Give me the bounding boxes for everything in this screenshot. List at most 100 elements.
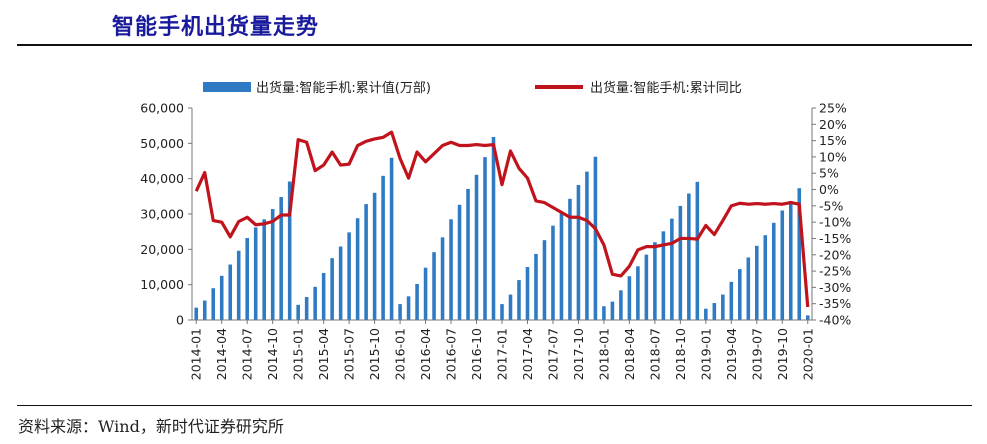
bar [338,246,343,320]
bar [440,237,445,320]
bar [678,205,683,320]
bar [772,222,776,320]
bar [610,301,615,320]
bar [313,286,317,320]
bar [534,253,538,320]
bar [381,175,385,320]
x-tick-label: 2017-07 [545,328,560,380]
bar [500,304,504,320]
bar [194,307,199,320]
bar [262,219,266,320]
line-series [194,130,810,308]
right-tick-label: -15% [819,231,851,246]
x-tick-label: 2018-01 [596,328,611,380]
x-tick-label: 2019-04 [724,328,739,380]
bar [695,181,700,320]
bar [755,245,759,320]
bar [780,210,785,320]
bar [602,306,606,320]
right-tick-label: -10% [819,215,851,230]
bar [398,304,402,320]
x-tick-label: 2014-10 [265,328,280,380]
bar [593,156,598,320]
bar [568,198,572,320]
x-tick-label: 2017-04 [520,328,535,380]
bar [517,280,521,320]
bar [347,232,351,320]
x-tick-label: 2015-01 [291,328,306,380]
top-rule [17,44,972,46]
x-tick-label: 2015-07 [342,328,357,380]
bar [423,267,428,320]
bar [253,227,258,320]
x-tick-label: 2017-01 [495,328,510,380]
x-tick-label: 2014-04 [214,328,229,380]
x-tick-label: 2016-01 [393,328,408,380]
bar [619,290,623,320]
bar [245,238,249,320]
bar [627,276,632,320]
bar [219,275,224,320]
bar [525,267,530,320]
left-tick-label: 20,000 [140,242,184,257]
bar [551,225,555,320]
bar [279,197,283,320]
x-tick-label: 2016-07 [444,328,459,380]
bar [389,157,394,320]
bar [576,185,581,320]
bar [729,281,734,320]
bar [746,257,751,320]
bar [449,219,453,320]
right-tick-label: -30% [819,280,851,295]
right-tick-label: 0% [819,182,839,197]
left-tick-label: 10,000 [140,277,184,292]
bar [712,303,717,320]
bar [491,136,496,320]
bar [202,300,207,320]
bar [670,218,674,320]
x-tick-label: 2019-10 [775,328,790,380]
axes: 0 10,000 20,000 30,000 40,000 50,000 60,000 25%… [140,101,851,381]
right-tick-label: 10% [819,149,847,164]
bar [304,297,309,320]
x-tick-label: 2015-10 [367,328,382,380]
right-tick-label: -25% [819,264,851,279]
x-tick-label: 2018-04 [622,328,637,380]
bar [636,266,640,320]
bar [805,315,810,320]
bar [372,192,377,320]
bar-series [194,136,810,320]
x-tick-label: 2014-01 [189,328,204,380]
bar [721,294,725,320]
x-tick-label: 2018-10 [673,328,688,380]
bar [228,264,233,320]
bar [466,188,470,320]
bar [559,211,564,320]
bar [270,209,275,320]
right-tick-label: -40% [819,313,851,328]
bar [508,294,513,320]
bar [585,171,589,320]
bottom-rule [17,405,972,406]
bar [653,242,657,320]
right-tick-label: 15% [819,133,847,148]
legend-line-label: 出货量:智能手机:累计同比 [590,80,742,96]
bar [797,188,802,320]
bar [406,296,411,320]
bar [364,204,368,320]
bar [687,193,691,320]
bar [483,157,487,320]
x-tick-label: 2020-01 [800,328,815,380]
bar [644,254,649,320]
bar [738,269,742,320]
bar [432,252,436,320]
left-tick-label: 40,000 [140,171,184,186]
bar [788,200,793,320]
bar [542,240,547,320]
bar [330,258,334,320]
x-tick-label: 2016-04 [418,328,433,380]
left-tick-label: 60,000 [140,101,184,116]
right-tick-label: 5% [819,166,839,181]
x-tick-label: 2016-10 [469,328,484,380]
